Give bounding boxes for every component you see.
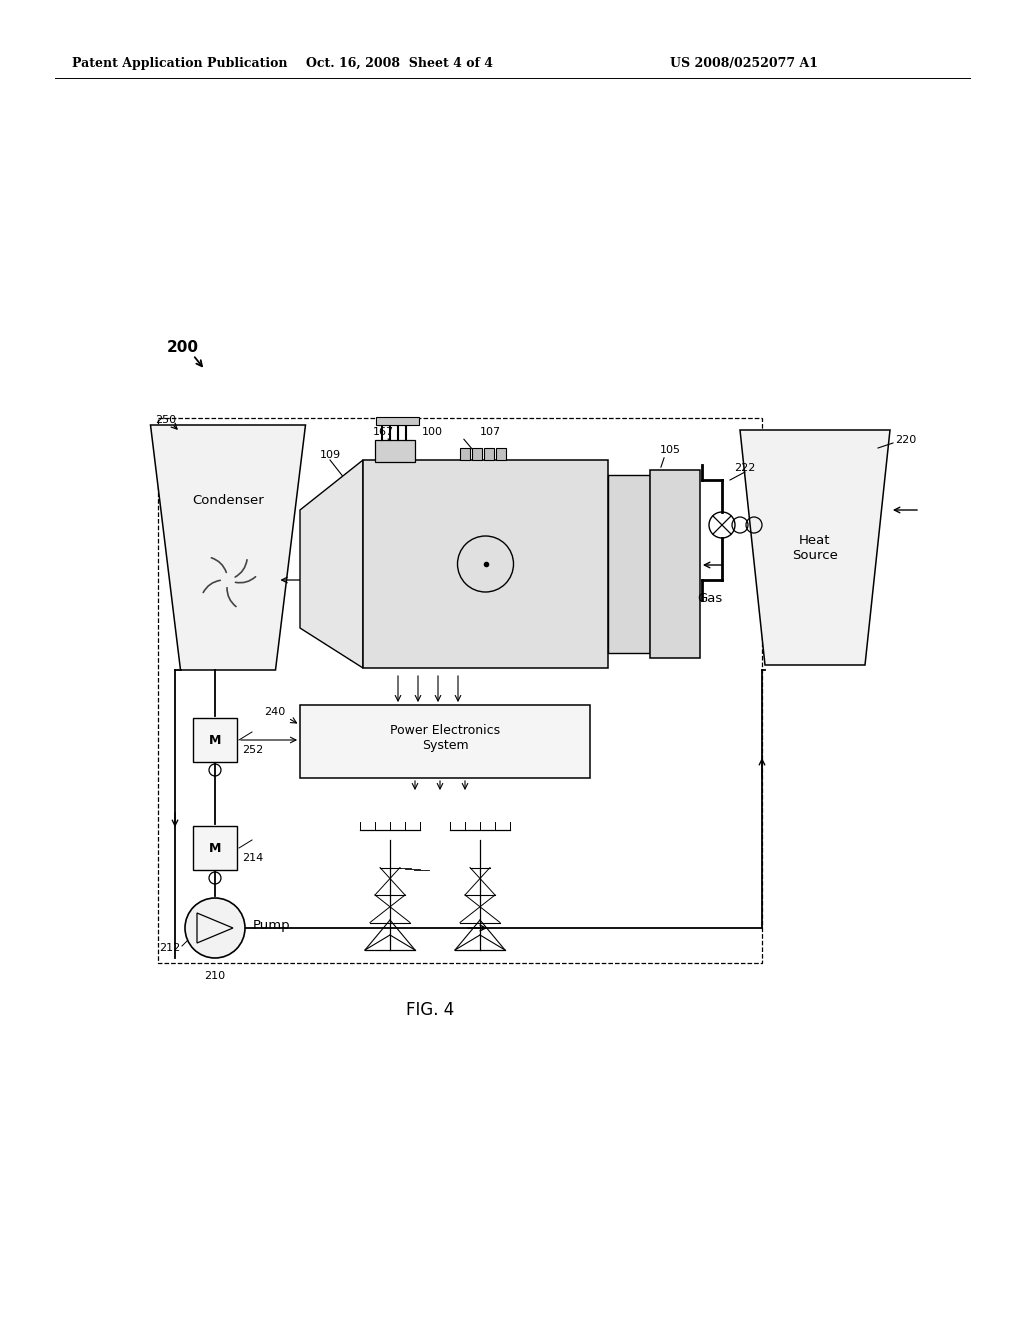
Polygon shape	[740, 430, 890, 665]
Text: 105: 105	[660, 445, 681, 455]
Text: Gas: Gas	[697, 591, 723, 605]
Text: Oct. 16, 2008  Sheet 4 of 4: Oct. 16, 2008 Sheet 4 of 4	[306, 57, 494, 70]
Text: Power Electronics
System: Power Electronics System	[390, 723, 500, 752]
Bar	[484, 447, 494, 459]
Polygon shape	[151, 425, 305, 671]
Bar	[362, 459, 608, 668]
Bar	[460, 447, 470, 459]
Text: M: M	[209, 734, 221, 747]
Bar	[375, 440, 415, 462]
Text: 107: 107	[479, 426, 501, 437]
Circle shape	[185, 898, 245, 958]
Text: 214: 214	[242, 853, 263, 863]
Bar	[376, 417, 419, 425]
Text: 200: 200	[167, 339, 199, 355]
Bar	[193, 826, 237, 870]
Text: 250: 250	[155, 414, 176, 425]
Text: 252: 252	[242, 744, 263, 755]
Text: 220: 220	[895, 436, 916, 445]
Bar	[608, 475, 650, 653]
Bar	[300, 705, 590, 777]
Text: 167: 167	[373, 426, 393, 437]
Text: M: M	[209, 842, 221, 854]
Text: FIG. 4: FIG. 4	[406, 1001, 454, 1019]
Text: Heat
Source: Heat Source	[792, 535, 838, 562]
Text: 100: 100	[422, 426, 442, 437]
Text: 212: 212	[159, 942, 180, 953]
Text: 210: 210	[205, 972, 225, 981]
Bar	[496, 447, 506, 459]
Text: Pump: Pump	[253, 919, 291, 932]
Text: 222: 222	[734, 463, 756, 473]
Text: 109: 109	[319, 450, 341, 459]
Text: US 2008/0252077 A1: US 2008/0252077 A1	[670, 57, 818, 70]
Text: Patent Application Publication: Patent Application Publication	[72, 57, 288, 70]
Polygon shape	[300, 459, 362, 668]
Bar	[650, 470, 700, 657]
Bar	[193, 718, 237, 762]
Text: 240: 240	[264, 708, 285, 717]
Text: Condenser: Condenser	[193, 494, 264, 507]
Bar	[472, 447, 482, 459]
